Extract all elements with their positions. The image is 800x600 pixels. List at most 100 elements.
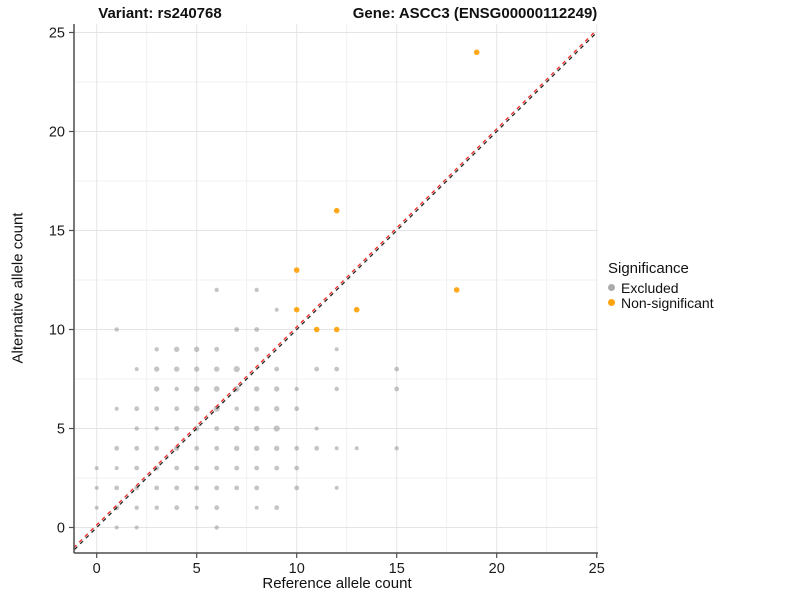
data-point-excluded <box>194 465 200 471</box>
data-point-excluded <box>254 346 260 352</box>
data-point-excluded <box>134 406 140 412</box>
data-point-excluded <box>274 445 280 451</box>
data-point-excluded <box>94 505 99 510</box>
data-point-excluded <box>213 386 220 392</box>
data-point-excluded <box>134 525 139 530</box>
y-tick-label: 20 <box>49 125 65 141</box>
data-point-excluded <box>174 505 180 511</box>
data-point-excluded <box>114 327 119 332</box>
data-point-excluded <box>214 465 220 471</box>
y-tick-label: 0 <box>57 521 65 537</box>
data-point-excluded <box>334 386 339 392</box>
data-point-excluded <box>294 465 300 471</box>
legend: Significance Excluded Non-significant <box>608 260 714 311</box>
data-point-excluded <box>174 426 180 431</box>
data-point-excluded <box>394 386 400 392</box>
data-point-nonsignificant <box>293 306 300 313</box>
data-point-excluded <box>174 485 180 491</box>
data-point-excluded <box>214 525 219 530</box>
data-point-nonsignificant <box>333 207 340 214</box>
x-tick-label: 0 <box>93 561 101 577</box>
data-point-excluded <box>254 445 260 451</box>
data-point-excluded <box>154 406 160 412</box>
data-point-excluded <box>234 425 240 432</box>
data-point-excluded <box>314 445 320 451</box>
data-point-excluded <box>274 386 280 392</box>
data-point-excluded <box>273 425 280 432</box>
legend-item-label: Excluded <box>621 279 679 296</box>
data-point-excluded <box>254 425 260 432</box>
data-point-excluded <box>294 406 300 412</box>
data-point-excluded <box>294 386 299 392</box>
data-point-excluded <box>174 465 180 471</box>
excluded-dot-icon <box>608 284 615 291</box>
data-point-excluded <box>274 505 280 511</box>
legend-item-excluded: Excluded <box>608 279 714 296</box>
data-point-excluded <box>134 367 139 372</box>
x-tick-label: 15 <box>389 561 405 577</box>
x-tick-label: 10 <box>289 561 305 577</box>
nonsignificant-dot-icon <box>608 299 615 306</box>
data-point-excluded <box>394 366 400 372</box>
data-point-excluded <box>394 446 399 451</box>
data-point-excluded <box>354 446 359 451</box>
data-point-excluded <box>174 406 180 412</box>
data-point-excluded <box>314 366 320 372</box>
data-point-excluded <box>314 426 319 431</box>
data-point-excluded <box>94 466 99 471</box>
data-point-nonsignificant <box>333 326 340 333</box>
y-tick-label: 10 <box>49 323 65 339</box>
data-point-excluded <box>114 406 119 411</box>
data-point-excluded <box>114 466 119 471</box>
data-point-excluded <box>134 505 139 510</box>
x-tick-label: 25 <box>589 561 605 577</box>
data-point-excluded <box>294 445 300 451</box>
data-point-excluded <box>294 485 300 491</box>
data-point-excluded <box>234 327 240 332</box>
data-point-nonsignificant <box>313 326 320 333</box>
data-point-excluded <box>94 485 99 490</box>
data-point-excluded <box>254 406 260 412</box>
data-point-excluded <box>274 366 280 372</box>
y-axis-title: Alternative allele count <box>9 212 27 364</box>
legend-title: Significance <box>608 260 689 277</box>
x-axis-title: Reference allele count <box>262 575 412 592</box>
data-point-nonsignificant <box>453 287 460 293</box>
legend-item-nonsignificant: Non-significant <box>608 295 714 311</box>
data-point-excluded <box>154 347 159 352</box>
data-point-excluded <box>214 287 219 293</box>
data-point-excluded <box>334 366 340 372</box>
data-point-excluded <box>274 406 280 412</box>
data-point-excluded <box>174 366 180 372</box>
y-tick-label: 15 <box>49 224 65 240</box>
x-tick-label: 5 <box>193 561 201 577</box>
data-point-nonsignificant <box>293 267 300 273</box>
data-point-excluded <box>114 525 119 530</box>
data-point-excluded <box>214 505 220 511</box>
data-point-excluded <box>234 485 240 491</box>
data-point-excluded <box>254 465 260 471</box>
data-point-excluded <box>214 445 220 451</box>
data-point-excluded <box>194 505 199 510</box>
y-tick-label: 5 <box>57 422 65 438</box>
identity-line-red <box>73 30 597 549</box>
data-point-excluded <box>334 446 339 451</box>
data-point-excluded <box>154 426 159 431</box>
gene-title: Gene: ASCC3 (ENSG00000112249) <box>352 5 598 22</box>
data-point-excluded <box>234 465 240 471</box>
data-point-excluded <box>234 406 239 411</box>
data-point-excluded <box>334 485 339 490</box>
data-point-excluded <box>134 445 140 451</box>
data-point-excluded <box>254 327 260 332</box>
data-point-excluded <box>214 426 220 431</box>
variant-title: Variant: rs240768 <box>98 5 222 22</box>
data-point-excluded <box>193 386 200 392</box>
data-point-excluded <box>134 465 140 471</box>
data-point-excluded <box>274 307 279 312</box>
x-tick-label: 20 <box>489 561 505 577</box>
data-point-excluded <box>214 485 220 491</box>
data-point-excluded <box>234 445 240 451</box>
data-point-excluded <box>154 366 160 372</box>
data-point-excluded <box>254 287 259 293</box>
